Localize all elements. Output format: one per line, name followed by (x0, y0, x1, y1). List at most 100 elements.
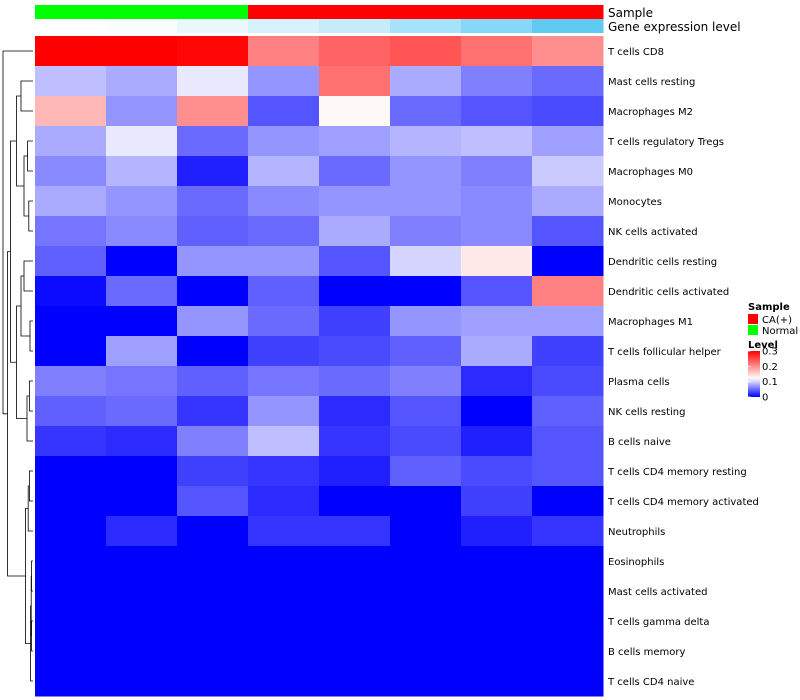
heatmap-cell (106, 156, 178, 187)
row-label: Dendritic cells resting (608, 257, 717, 268)
heatmap-cell (532, 156, 604, 187)
heatmap-cell (177, 36, 249, 67)
heatmap-cell (106, 606, 178, 637)
heatmap-cell (319, 666, 391, 697)
row-label: NK cells resting (608, 407, 685, 418)
heatmap-cell (319, 66, 391, 97)
heatmap-cell (248, 306, 320, 337)
heatmap-cell (35, 366, 107, 397)
heatmap-cell (390, 126, 462, 157)
heatmap-cell (461, 66, 533, 97)
heatmap-cell (461, 36, 533, 67)
expression-annotation-cell (461, 19, 533, 33)
heatmap-cell (35, 636, 107, 667)
sample-legend-title: Sample (748, 302, 790, 313)
row-label: Macrophages M0 (608, 167, 693, 178)
row-label: B cells naive (608, 437, 671, 448)
heatmap-cell (461, 486, 533, 517)
heatmap-cell (106, 306, 178, 337)
heatmap-cell (390, 96, 462, 127)
expression-annotation-cell (248, 19, 320, 33)
heatmap-cell (106, 126, 178, 157)
heatmap-cell (177, 66, 249, 97)
heatmap-cell (177, 606, 249, 637)
sample-annotation-cell (461, 5, 533, 19)
heatmap-cell (532, 126, 604, 157)
heatmap-cell (248, 126, 320, 157)
dendrogram-branch (26, 395, 33, 442)
level-legend-tick-label: 0.2 (762, 362, 778, 373)
expression-annotation-cell (390, 19, 462, 33)
dendrogram-branch (2, 50, 33, 415)
heatmap-cell (319, 336, 391, 367)
heatmap-cell (390, 516, 462, 547)
sample-annotation-cell (106, 5, 178, 19)
heatmap-cell (177, 156, 249, 187)
heatmap-cell (248, 156, 320, 187)
heatmap-cell (248, 666, 320, 697)
heatmap-cell (390, 546, 462, 577)
heatmap-cell (319, 306, 391, 337)
dendrogram-branch (16, 305, 27, 419)
dendrogram-branch (29, 320, 33, 352)
heatmap-cell (35, 66, 107, 97)
sample-annotation-cell (319, 5, 391, 19)
heatmap-cell (248, 186, 320, 217)
heatmap-cell (35, 426, 107, 457)
heatmap-cell (461, 636, 533, 667)
sample-annotation-cell (248, 5, 320, 19)
row-label: B cells memory (608, 647, 685, 658)
row-label: T cells gamma delta (607, 617, 709, 628)
heatmap-cell (319, 486, 391, 517)
heatmap-cell (390, 366, 462, 397)
heatmap-cell (390, 216, 462, 247)
row-label: NK cells activated (608, 227, 698, 238)
heatmap-cell (177, 216, 249, 247)
heatmap-cell (461, 336, 533, 367)
heatmap-cell (461, 576, 533, 607)
dendrogram-branch (20, 80, 33, 112)
heatmap-cell (35, 186, 107, 217)
heatmap-cell (390, 606, 462, 637)
heatmap-cell (319, 36, 391, 67)
expression-annotation-cell (177, 19, 249, 33)
heatmap-cell (319, 126, 391, 157)
expression-annotation-cell (35, 19, 107, 33)
heatmap-cell (177, 186, 249, 217)
heatmap-cell (461, 366, 533, 397)
heatmap-cell (390, 246, 462, 277)
heatmap-cell (532, 636, 604, 667)
sample-annotation-label: Sample (608, 6, 653, 20)
heatmap-cell (319, 216, 391, 247)
heatmap-cell (248, 456, 320, 487)
heatmap-cell (177, 336, 249, 367)
heatmap-cell (35, 36, 107, 67)
heatmap-cell (177, 276, 249, 307)
dendrogram-branch (23, 260, 33, 292)
heatmap-cell (106, 336, 178, 367)
heatmap-cell (106, 576, 178, 607)
heatmap-cell (35, 576, 107, 607)
heatmap-cell (532, 96, 604, 127)
level-legend-tick-label: 0.1 (762, 377, 778, 388)
sample-legend-swatch (748, 325, 758, 335)
heatmap-cell (177, 456, 249, 487)
heatmap-cell (532, 606, 604, 637)
heatmap-cell (35, 96, 107, 127)
heatmap-cell (461, 546, 533, 577)
heatmap-cell (532, 546, 604, 577)
row-label: T cells CD4 memory resting (607, 467, 747, 478)
heatmap-cell (319, 576, 391, 607)
heatmap-cell (390, 456, 462, 487)
heatmap-cell (106, 486, 178, 517)
heatmap-cell (390, 426, 462, 457)
heatmap-cell (319, 366, 391, 397)
heatmap-cell (461, 246, 533, 277)
heatmap-cell (248, 216, 320, 247)
row-label: Eosinophils (608, 557, 664, 568)
heatmap-cell (177, 636, 249, 667)
heatmap-cell (461, 306, 533, 337)
heatmap-cell (390, 186, 462, 217)
heatmap-cell (461, 96, 533, 127)
heatmap-cell (319, 456, 391, 487)
